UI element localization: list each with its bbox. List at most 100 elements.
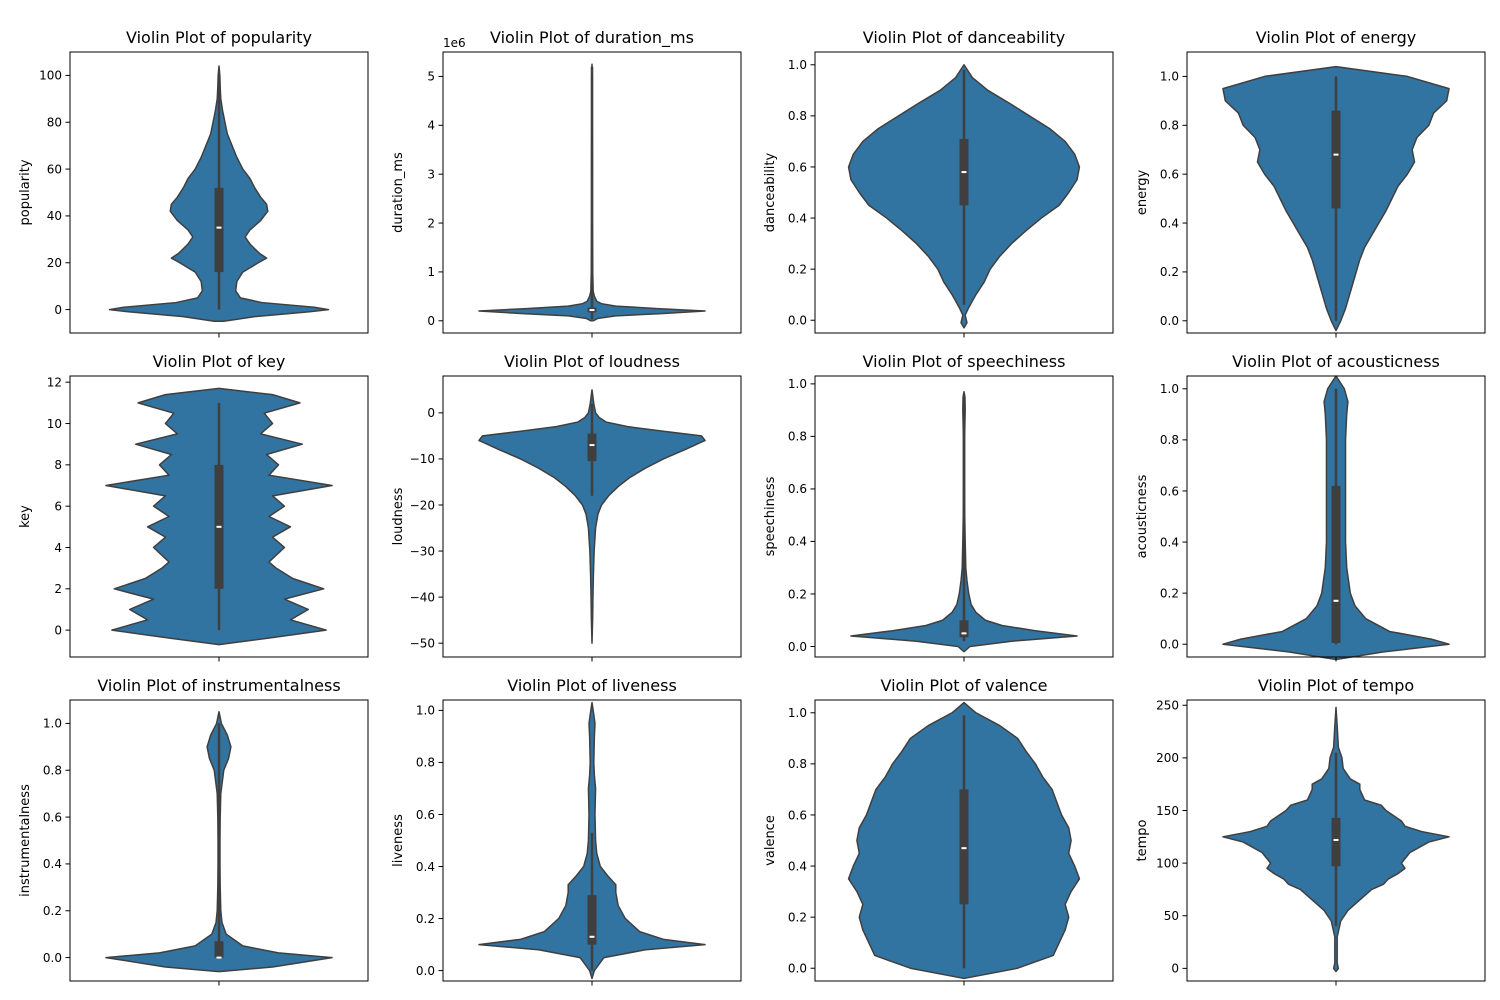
subplot-title: Violin Plot of energy	[1256, 28, 1416, 47]
y-tick-label: 0.2	[43, 904, 62, 918]
y-tick-label: 0.6	[1160, 484, 1179, 498]
y-tick-label: −10	[410, 452, 435, 466]
y-tick-label: 10	[47, 417, 62, 431]
y-tick-label: 0.2	[788, 587, 807, 601]
y-tick-label: 8	[54, 458, 62, 472]
y-axis-label: acousticness	[1135, 474, 1150, 558]
y-tick-label: 1.0	[416, 704, 435, 718]
y-tick-label: 12	[47, 375, 62, 389]
y-tick-label: 0.0	[788, 962, 807, 976]
subplot-1: 0 1 2 3 4 5 1e6 Violin Plot of duration_msdurat…	[391, 28, 742, 338]
y-tick-label: 200	[1156, 751, 1179, 765]
y-tick-label: 0.4	[1160, 535, 1179, 549]
y-tick-label: 2	[54, 582, 62, 596]
iqr-box	[587, 895, 597, 945]
y-tick-label: 0.8	[1160, 433, 1179, 447]
y-tick-label: 100	[1156, 856, 1179, 870]
y-tick-label: 0.0	[1160, 314, 1179, 328]
y-tick-label: 0.0	[788, 314, 807, 328]
y-tick-label: 0.2	[416, 912, 435, 926]
y-tick-label: 0.2	[788, 262, 807, 276]
subplot-title: Violin Plot of loudness	[504, 352, 680, 371]
subplot-10: 0.0 0.2 0.4 0.6 0.8 1.0 Violin Plot of valence…	[763, 676, 1114, 986]
y-tick-label: 0.6	[788, 482, 807, 496]
y-axis-label: duration_ms	[391, 152, 406, 233]
y-tick-label: 0.6	[788, 160, 807, 174]
subplot-0: 0 20 40 60 80 100 Violin Plot of popularity pop…	[18, 28, 369, 338]
y-tick-label: −30	[410, 544, 435, 558]
y-axis-label: valence	[763, 815, 778, 866]
subplot-title: Violin Plot of acousticness	[1232, 352, 1440, 371]
y-tick-label: 0	[427, 314, 435, 328]
y-tick-label: 0.4	[788, 535, 807, 549]
y-tick-label: 0.0	[788, 640, 807, 654]
y-tick-label: 1.0	[1160, 382, 1179, 396]
y-axis-label: popularity	[18, 159, 33, 225]
subplot-title: Violin Plot of danceability	[863, 28, 1065, 47]
y-tick-label: 4	[427, 119, 435, 133]
y-tick-label: 80	[47, 116, 62, 130]
y-tick-label: 0.4	[788, 211, 807, 225]
subplot-title: Violin Plot of popularity	[126, 28, 312, 47]
y-tick-label: 2	[427, 216, 435, 230]
y-tick-label: 0	[427, 406, 435, 420]
y-tick-label: 5	[427, 70, 435, 84]
subplot-8: 0.0 0.2 0.4 0.6 0.8 1.0 Violin Plot of instrum…	[18, 676, 369, 986]
y-tick-label: 1.0	[1160, 70, 1179, 84]
subplot-9: 0.0 0.2 0.4 0.6 0.8 1.0 Violin Plot of livenes…	[391, 676, 742, 986]
subplot-7: 0.0 0.2 0.4 0.6 0.8 1.0 Violin Plot of acousti…	[1135, 352, 1486, 662]
y-axis-label: speechiness	[763, 476, 778, 556]
y-tick-label: 0.0	[43, 951, 62, 965]
y-tick-label: −40	[410, 590, 435, 604]
iqr-box	[959, 620, 969, 638]
y-tick-label: 0.2	[1160, 586, 1179, 600]
subplot-4: 0 2 4 6 8 10 12 Violin Plot of key key	[18, 352, 369, 662]
y-tick-label: 0.6	[416, 808, 435, 822]
y-tick-label: 0.8	[788, 430, 807, 444]
y-tick-label: 0	[1171, 962, 1179, 976]
iqr-box	[587, 433, 597, 462]
y-tick-label: −50	[410, 636, 435, 650]
y-tick-label: 100	[39, 69, 62, 83]
y-tick-label: 1.0	[788, 58, 807, 72]
y-tick-label: 0.0	[1160, 638, 1179, 652]
y-tick-label: 0.4	[1160, 216, 1179, 230]
y-axis-label: instrumentalness	[18, 784, 33, 897]
subplot-5: 0 −10 −20 −30 −40 −50 Violin Plot of loudness l…	[391, 352, 742, 662]
y-tick-label: 0.4	[416, 860, 435, 874]
axis-offset-label: 1e6	[443, 36, 466, 50]
y-axis-label: key	[18, 505, 33, 528]
y-tick-label: 0.0	[416, 964, 435, 978]
violin-body	[478, 389, 706, 644]
y-tick-label: 250	[1156, 699, 1179, 713]
iqr-box	[214, 187, 224, 273]
y-tick-label: 1	[427, 265, 435, 279]
y-tick-label: 4	[54, 541, 62, 555]
subplot-title: Violin Plot of tempo	[1258, 676, 1414, 695]
y-tick-label: 1.0	[43, 717, 62, 731]
y-tick-label: 0.8	[416, 756, 435, 770]
y-tick-label: 0.6	[1160, 167, 1179, 181]
subplot-title: Violin Plot of instrumentalness	[97, 676, 340, 695]
subplot-6: 0.0 0.2 0.4 0.6 0.8 1.0 Violin Plot of speechi…	[763, 352, 1114, 662]
y-tick-label: 0.6	[788, 808, 807, 822]
y-tick-label: 0.4	[43, 857, 62, 871]
subplot-title: Violin Plot of duration_ms	[490, 28, 694, 48]
y-tick-label: 1.0	[788, 706, 807, 720]
y-tick-label: 6	[54, 499, 62, 513]
y-axis-label: energy	[1135, 170, 1150, 216]
y-tick-label: 0.8	[1160, 119, 1179, 133]
iqr-box	[1331, 485, 1341, 643]
y-tick-label: 0.8	[43, 764, 62, 778]
subplot-title: Violin Plot of liveness	[507, 676, 677, 695]
y-tick-label: 150	[1156, 804, 1179, 818]
y-tick-label: 0.6	[43, 810, 62, 824]
y-tick-label: 0.8	[788, 757, 807, 771]
subplot-11: 0 50 100 150 200 250 Violin Plot of tempo tempo	[1135, 676, 1486, 986]
y-axis-label: liveness	[391, 814, 406, 867]
iqr-box	[214, 941, 224, 958]
y-tick-label: 1.0	[788, 377, 807, 391]
y-tick-label: 0	[54, 623, 62, 637]
y-tick-label: 0	[54, 303, 62, 317]
